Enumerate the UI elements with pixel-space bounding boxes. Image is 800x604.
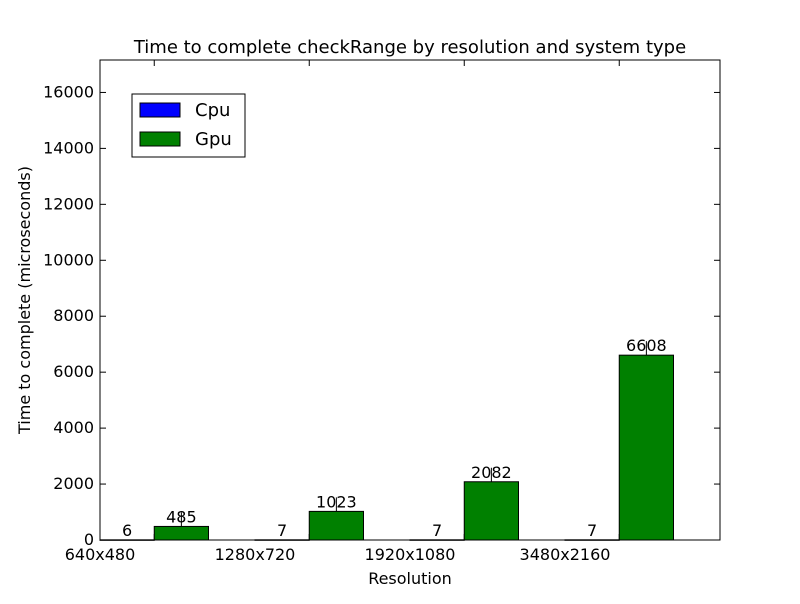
bar-gpu — [463, 481, 519, 541]
bar-gpu — [618, 354, 674, 541]
legend-swatch-gpu — [139, 131, 181, 147]
data-label: 7 — [432, 521, 442, 540]
data-label: 6 — [122, 521, 132, 540]
y-tick-label: 16000 — [43, 82, 94, 101]
x-tick-label: 1280x720 — [215, 545, 296, 564]
bar-cpu — [254, 539, 310, 541]
bar-gpu — [153, 525, 209, 541]
x-tick-label: 640x480 — [65, 545, 136, 564]
y-tick-label: 4000 — [53, 418, 94, 437]
data-label: 1023 — [316, 492, 357, 511]
data-label: 485 — [166, 507, 197, 526]
y-tick-label: 6000 — [53, 362, 94, 381]
x-tick-label: 3480x2160 — [520, 545, 611, 564]
legend: Cpu Gpu — [131, 93, 246, 158]
y-tick-label: 12000 — [43, 194, 94, 213]
bar-gpu — [308, 510, 364, 541]
x-tick-label: 1920x1080 — [365, 545, 456, 564]
data-label: 6608 — [626, 336, 667, 355]
plot-area: 0 2000 4000 6000 8000 10000 12000 14000 16000 640… — [43, 59, 721, 564]
y-tick-label: 14000 — [43, 138, 94, 157]
y-tick-label: 8000 — [53, 306, 94, 325]
data-label: 2082 — [471, 463, 512, 482]
chart-title: Time to complete checkRange by resolutio… — [133, 37, 686, 58]
bar-cpu — [564, 539, 620, 541]
x-axis-label: Resolution — [368, 569, 452, 588]
y-tick-label: 10000 — [43, 250, 94, 269]
data-label: 7 — [587, 521, 597, 540]
y-tick-label: 0 — [84, 530, 94, 549]
data-label: 7 — [277, 521, 287, 540]
legend-label-gpu: Gpu — [195, 129, 232, 150]
y-axis-label: Time to complete (microseconds) — [15, 166, 34, 435]
y-tick-label: 2000 — [53, 474, 94, 493]
legend-swatch-cpu — [139, 102, 181, 118]
bar-cpu — [409, 539, 465, 541]
legend-label-cpu: Cpu — [195, 100, 230, 121]
bar-cpu — [99, 539, 155, 541]
